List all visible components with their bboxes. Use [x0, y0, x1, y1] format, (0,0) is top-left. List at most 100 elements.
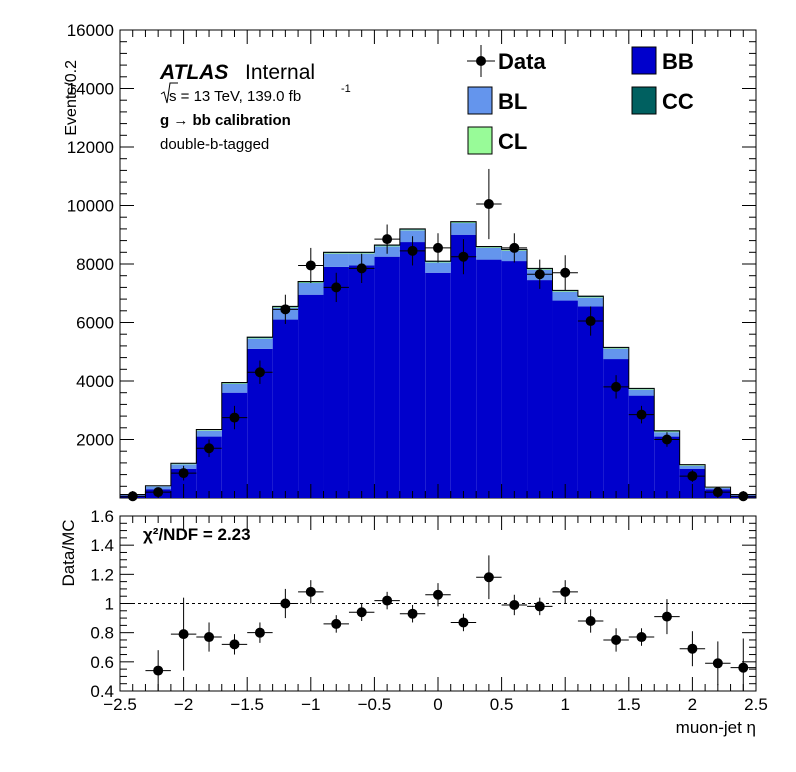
bar-cl-13 — [450, 222, 477, 224]
ratio-xtick-label-10: 2.5 — [744, 695, 768, 714]
legend-cc-label: CC — [662, 89, 694, 114]
ratio-point-15 — [534, 601, 545, 612]
ratio-point-22 — [712, 658, 723, 669]
sqrt-symbol — [160, 82, 178, 104]
data-point-11 — [407, 245, 418, 256]
ratio-point-1 — [178, 629, 189, 640]
bar-cl-17 — [552, 291, 578, 292]
ratio-point-21 — [687, 643, 698, 654]
bar-bl-14 — [476, 247, 502, 260]
data-point-10 — [382, 234, 393, 245]
bar-bb-15 — [501, 261, 528, 498]
main-ytick-label-14000: 14000 — [67, 80, 114, 99]
bar-bb-10 — [374, 256, 400, 498]
data-point-5 — [254, 367, 265, 378]
ratio-point-14 — [509, 599, 520, 610]
ratio-xtick-label-0: −2.5 — [103, 695, 137, 714]
legend-cl-swatch — [467, 126, 493, 155]
data-point-13 — [458, 251, 469, 262]
bar-bb-13 — [450, 234, 477, 498]
bar-cl-14 — [476, 247, 502, 248]
ratio-xtick-label-8: 1.5 — [617, 695, 641, 714]
bar-bl-3 — [196, 430, 222, 437]
bar-bb-16 — [527, 280, 553, 498]
ratio-ytick-label-1: 0.6 — [90, 653, 114, 672]
main-ytick-label-2000: 2000 — [76, 431, 114, 450]
bar-bl-22 — [679, 465, 706, 469]
legend-bl-swatch — [467, 86, 493, 115]
ratio-xlabel: muon-jet η — [676, 718, 756, 737]
data-point-18 — [585, 316, 596, 327]
main-y-axis: 2000 4000 6000 8000 10000 12000 14000 16000 — [67, 21, 756, 499]
ratio-point-18 — [611, 634, 622, 645]
bar-bl-12 — [425, 262, 451, 273]
bar-bl-4 — [221, 383, 248, 393]
ratio-point-20 — [661, 611, 672, 622]
internal-label: Internal — [245, 61, 315, 84]
ratio-ytick-label-3: 1 — [105, 595, 114, 614]
bar-bl-8 — [323, 253, 349, 267]
ratio-xtick-label-6: 0.5 — [490, 695, 514, 714]
bar-bl-5 — [247, 338, 273, 349]
data-points — [120, 168, 756, 502]
ratio-point-10 — [407, 608, 418, 619]
bar-bl-18 — [577, 297, 604, 307]
bar-cl-11 — [399, 229, 426, 231]
ratio-xtick-label-5: 0 — [433, 695, 442, 714]
legend-cl-label: CL — [498, 129, 527, 154]
main-ylabel: Events/0.2 — [63, 60, 80, 136]
bar-cl-4 — [221, 383, 248, 384]
atlas-label: ATLAS — [159, 61, 228, 84]
bar-cl-21 — [654, 431, 680, 433]
data-point-15 — [509, 242, 520, 253]
chi2-label: χ²/NDF = 2.23 — [143, 525, 251, 544]
ratio-xtick-label-3: −1 — [301, 695, 320, 714]
ratio-xtick-label-1: −2 — [174, 695, 193, 714]
ratio-xtick-label-9: 2 — [688, 695, 697, 714]
data-point-3 — [204, 443, 215, 454]
bar-cl-18 — [577, 297, 604, 298]
data-point-6 — [280, 304, 291, 315]
ratio-point-17 — [585, 616, 596, 626]
tagging-label: double-b-tagged — [160, 136, 269, 153]
bar-bb-6 — [272, 319, 299, 498]
bar-bb-18 — [577, 306, 604, 498]
bar-bb-7 — [298, 294, 324, 498]
ratio-ytick-label-4: 1.2 — [90, 565, 114, 584]
ratio-ytick-label-0: 0.4 — [90, 682, 114, 701]
bar-bb-11 — [399, 242, 426, 498]
legend-bl-label: BL — [498, 89, 527, 114]
main-ytick-label-6000: 6000 — [76, 314, 114, 333]
ratio-point-3 — [229, 639, 240, 650]
bar-bb-12 — [425, 272, 451, 498]
legend-cc-swatch — [631, 86, 657, 115]
ratio-point-23 — [738, 662, 749, 673]
lumi-exponent: -1 — [341, 83, 351, 95]
data-point-19 — [611, 381, 622, 392]
bar-cl-22 — [679, 465, 706, 466]
data-point-21 — [661, 434, 672, 445]
ratio-point-5 — [280, 598, 291, 609]
main-ytick-label-8000: 8000 — [76, 255, 114, 274]
bar-cl-5 — [247, 338, 273, 339]
main-ytick-label-12000: 12000 — [67, 138, 114, 157]
ratio-point-9 — [382, 595, 393, 606]
bar-bb-14 — [476, 259, 502, 498]
ratio-xtick-label-7: 1 — [560, 695, 569, 714]
ratio-ytick-label-6: 1.6 — [90, 507, 114, 526]
bar-bl-13 — [450, 223, 477, 235]
ratio-point-0 — [153, 665, 164, 676]
ratio-xtick-label-2: −1.5 — [230, 695, 264, 714]
ratio-point-11 — [433, 589, 443, 600]
ratio-point-13 — [483, 572, 494, 583]
bar-cl-8 — [323, 253, 349, 254]
bar-cl-9 — [348, 253, 375, 254]
bar-bl-7 — [298, 283, 324, 295]
ratio-point-19 — [636, 632, 647, 643]
data-point-17 — [560, 267, 571, 278]
data-point-4 — [229, 412, 240, 423]
data-point-22 — [687, 471, 698, 482]
bar-bl-19 — [603, 348, 629, 360]
ratio-points — [145, 555, 756, 691]
ratio-point-12 — [458, 617, 469, 628]
